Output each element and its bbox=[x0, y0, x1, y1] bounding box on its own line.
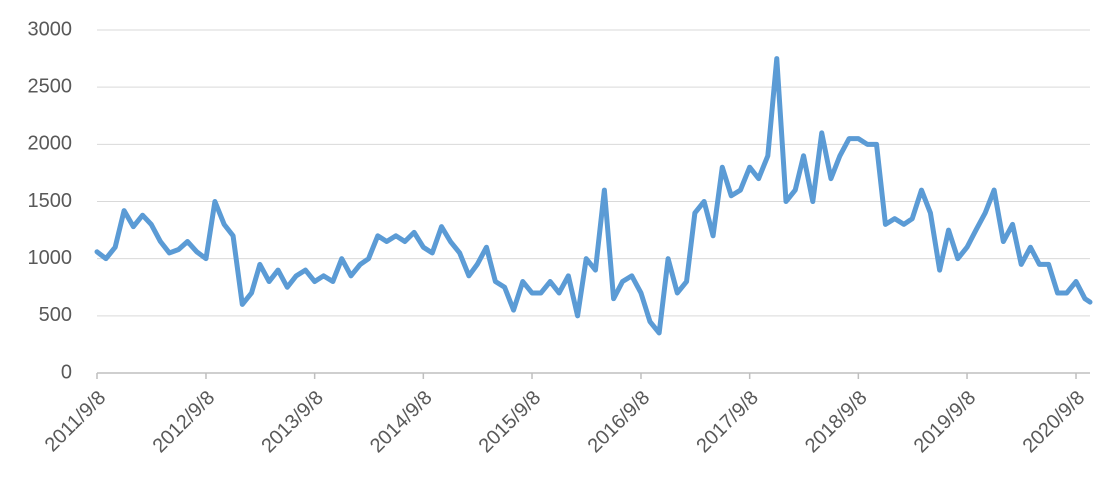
y-tick-label: 1500 bbox=[28, 190, 73, 212]
y-tick-label: 2500 bbox=[28, 75, 73, 97]
y-tick-label: 500 bbox=[39, 304, 72, 326]
x-tick-label: 2013/9/8 bbox=[257, 387, 328, 458]
data-line bbox=[94, 56, 1093, 336]
y-tick-label: 2000 bbox=[28, 133, 73, 155]
x-tick-label: 2012/9/8 bbox=[149, 387, 220, 458]
x-tick-label: 2020/9/8 bbox=[1019, 387, 1090, 458]
x-tick-label: 2016/9/8 bbox=[584, 387, 655, 458]
y-tick-label: 3000 bbox=[28, 18, 73, 40]
x-tick-label: 2018/9/8 bbox=[801, 387, 872, 458]
y-tick-label: 0 bbox=[61, 361, 72, 383]
x-tick-label: 2019/9/8 bbox=[910, 387, 981, 458]
x-tick-label: 2014/9/8 bbox=[366, 387, 437, 458]
x-tick-label: 2011/9/8 bbox=[41, 387, 111, 457]
x-tick-label: 2017/9/8 bbox=[692, 387, 763, 458]
y-tick-label: 1000 bbox=[28, 247, 73, 269]
x-tick-label: 2015/9/8 bbox=[475, 387, 546, 458]
